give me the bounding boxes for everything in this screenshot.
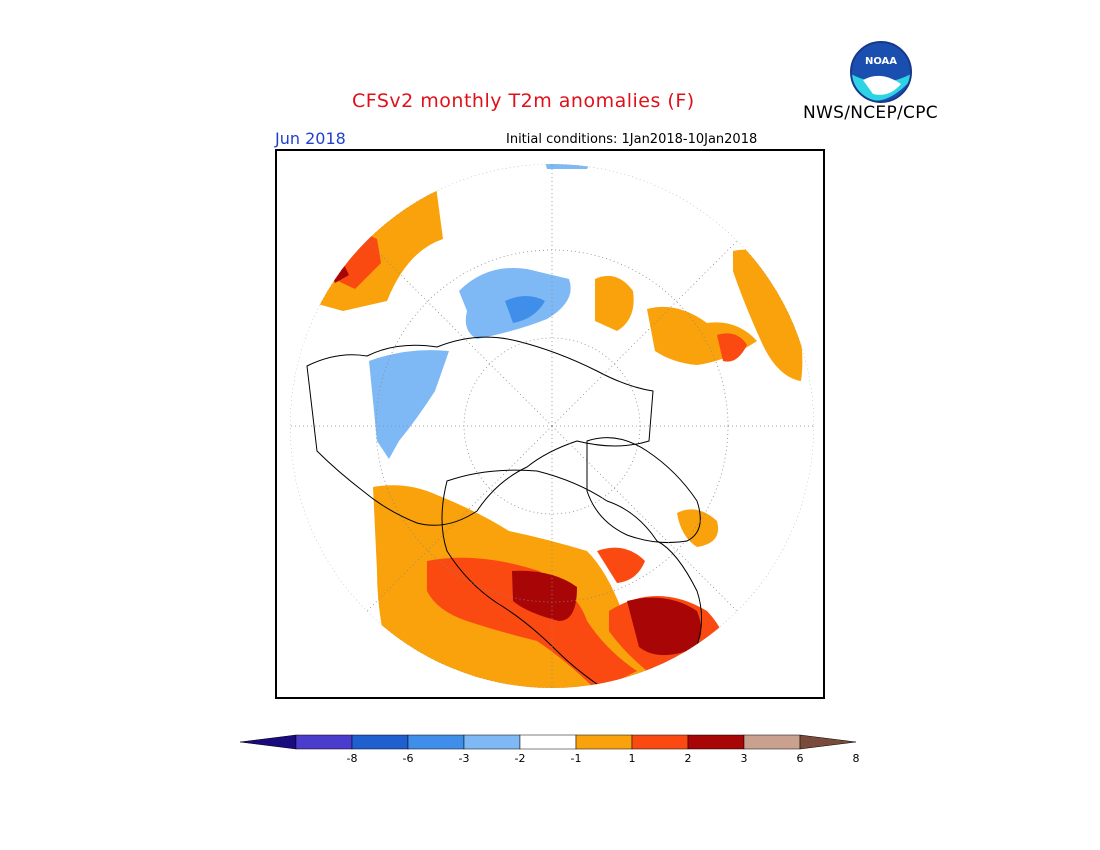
legend-tick-label: 3: [740, 752, 748, 765]
legend-tick-label: 6: [796, 752, 804, 765]
cool-region-siberia-core: [505, 296, 545, 323]
warm-region-greenland-core: [627, 597, 702, 656]
cool-region-north: [542, 164, 597, 169]
color-legend: [240, 734, 857, 750]
forecast-month: Jun 2018: [275, 129, 346, 148]
warm-region-north-america-2: [427, 557, 637, 688]
legend-tick-label: 1: [628, 752, 636, 765]
legend-box: [687, 734, 745, 750]
map-title: CFSv2 monthly T2m anomalies (F): [352, 90, 695, 112]
noaa-logo: NOAA: [850, 41, 912, 103]
warm-region-alaska-a: [677, 509, 719, 547]
warm-region-pacific-e: [733, 249, 803, 381]
warm-region-china-core: [717, 333, 747, 362]
legend-tick-label: -1: [570, 752, 582, 765]
warm-region-korea: [647, 306, 757, 365]
organization-label: NWS/NCEP/CPC: [803, 103, 938, 123]
warm-region-canada-core: [512, 570, 577, 621]
legend-tick-label: 8: [852, 752, 860, 765]
anomaly-map-svg: [290, 164, 814, 688]
warm-region-canada-east: [597, 547, 645, 583]
legend-tick-label: -3: [458, 752, 470, 765]
warm-region-japan: [595, 275, 634, 331]
legend-box: [295, 734, 353, 750]
initial-conditions: Initial conditions: 1Jan2018-10Jan2018: [506, 132, 758, 147]
legend-tick-label: -2: [514, 752, 526, 765]
logo-text: NOAA: [865, 56, 897, 67]
cool-region-europe: [369, 350, 449, 459]
legend-tick-label: -8: [346, 752, 358, 765]
coastline-greenland: [586, 437, 701, 543]
legend-box: [519, 734, 577, 750]
legend-arrow-high: [799, 734, 857, 750]
legend-box: [743, 734, 801, 750]
legend-arrow-low: [240, 734, 297, 750]
legend-tick-label: 2: [684, 752, 692, 765]
graticule: [290, 164, 814, 688]
legend-box: [631, 734, 689, 750]
legend-tick-label: -6: [402, 752, 414, 765]
polar-map: [275, 149, 825, 699]
coastline-eurasia: [306, 336, 654, 526]
legend-box: [407, 734, 465, 750]
legend-box: [463, 734, 521, 750]
legend-box: [575, 734, 633, 750]
legend-box: [351, 734, 409, 750]
